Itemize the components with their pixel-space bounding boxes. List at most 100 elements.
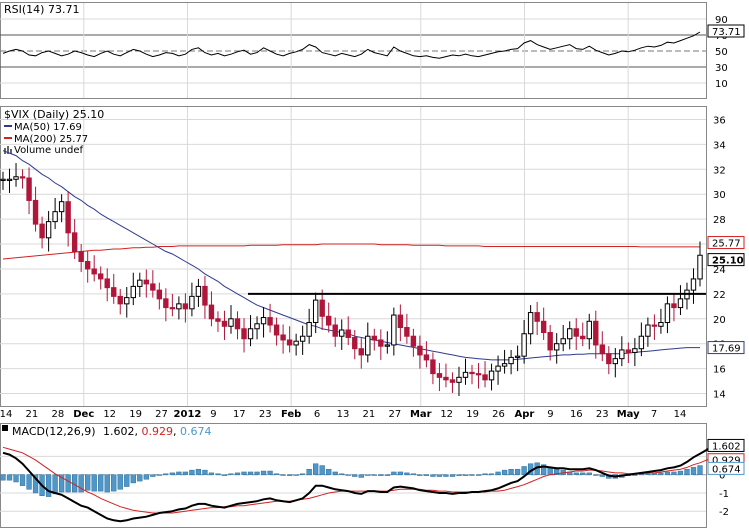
- x-axis-label: 7: [651, 409, 657, 420]
- x-axis-label: 14: [674, 409, 687, 420]
- x-axis-label: 12: [440, 409, 453, 420]
- candle-body: [228, 318, 234, 327]
- macd-histogram-bar: [45, 474, 52, 497]
- macd-histogram-bar: [169, 472, 176, 475]
- candle-body: [286, 339, 293, 346]
- rsi-tick-label: 50: [715, 47, 728, 58]
- candle-body: [319, 299, 325, 317]
- candle-body: [664, 303, 671, 324]
- candle-body: [417, 345, 423, 356]
- candle-body: [677, 298, 684, 309]
- macd-histogram-bar: [91, 474, 97, 492]
- candle-body: [326, 315, 332, 326]
- candle-body: [553, 343, 560, 351]
- macd-histogram-bar: [241, 471, 247, 475]
- price-panel-frame: [0, 106, 707, 407]
- macd-histogram-bar: [371, 474, 377, 476]
- rsi-value-badge: 73.71: [707, 24, 745, 38]
- candle-body: [658, 322, 664, 327]
- candle-body: [306, 322, 312, 337]
- candle-body: [365, 335, 371, 356]
- macd-histogram-bar: [671, 471, 677, 475]
- macd-histogram-bar: [365, 474, 371, 476]
- candle-body: [78, 251, 84, 262]
- rsi-badge-box: [707, 24, 745, 38]
- macd-histogram-bar: [586, 472, 592, 475]
- ma200-badge-box: [707, 236, 745, 250]
- x-axis-label: 9: [547, 409, 553, 420]
- macd-tick-label: 0: [719, 471, 725, 482]
- candle-body: [124, 297, 130, 305]
- candle-body: [98, 273, 104, 280]
- candle-body: [547, 331, 553, 351]
- candle-body: [378, 339, 384, 347]
- x-axis-label: Dec: [73, 409, 94, 420]
- candle-body: [19, 176, 26, 179]
- candle-body: [488, 370, 495, 381]
- macd-histogram-bar: [293, 474, 299, 476]
- macd-histogram-bar: [580, 472, 586, 475]
- macd-badge-box: [707, 438, 745, 452]
- candle-body: [352, 336, 358, 350]
- macd-histogram-bar: [541, 464, 547, 475]
- rsi-tick-label: 10: [715, 79, 728, 90]
- macd-histogram-bar: [514, 468, 521, 475]
- macd-histogram-bar: [417, 474, 423, 476]
- macd-histogram-bar: [404, 472, 410, 475]
- rsi-tick-label: 90: [715, 15, 728, 26]
- macd-histogram-bar: [508, 468, 514, 475]
- candle-body: [671, 303, 677, 309]
- macd-histogram-bar: [208, 472, 215, 475]
- candle-body: [208, 304, 215, 320]
- candle-body: [71, 232, 78, 253]
- macd-histogram-bar: [65, 474, 71, 493]
- candle-body: [32, 199, 39, 225]
- candle-body: [339, 329, 345, 337]
- candle-body: [273, 324, 280, 336]
- price-tick-label: 36: [713, 115, 726, 126]
- candle-body: [527, 312, 534, 335]
- candle-body: [52, 211, 58, 223]
- hist-badge-box: [707, 461, 745, 475]
- price-tick-label: 24: [713, 265, 726, 276]
- candlestick-series: [0, 163, 703, 397]
- macd-histogram-bar: [306, 468, 312, 475]
- price-tick-label: 28: [713, 215, 726, 226]
- macd-histogram-bar: [189, 469, 195, 475]
- rsi-label: RSI(14) 73.71: [4, 3, 79, 16]
- candle-body: [449, 379, 456, 383]
- macd-histogram-bar: [104, 474, 110, 493]
- macd-histogram-bar: [58, 474, 65, 493]
- candle-body: [632, 348, 638, 353]
- macd-histogram-bar: [6, 474, 13, 481]
- volume-bar-2: [7, 146, 9, 154]
- macd-line: [2, 444, 714, 523]
- macd-histogram-bar: [124, 474, 130, 487]
- x-axis-label: 16: [570, 409, 583, 420]
- x-axis-label: 9: [210, 409, 216, 420]
- candle-body: [586, 320, 592, 340]
- x-axis-label: 2012: [174, 409, 202, 420]
- macd-histogram-bar: [52, 474, 58, 495]
- macd-histogram-bar: [32, 474, 39, 494]
- candle-body: [293, 340, 299, 346]
- macd-histogram-bar: [202, 469, 208, 475]
- macd-histogram-bar: [436, 474, 443, 477]
- macd-tick-label: -2: [719, 507, 729, 518]
- macd-histogram-bar: [98, 474, 104, 492]
- macd-histogram-bar: [332, 471, 338, 475]
- candle-body: [521, 333, 527, 357]
- volume-legend: Volume undef: [14, 145, 84, 156]
- macd-badge: 1.602: [707, 438, 745, 452]
- candle-body: [182, 303, 189, 310]
- candle-body: [143, 279, 150, 285]
- macd-histogram-bar: [488, 473, 495, 475]
- candle-body: [404, 327, 410, 337]
- macd-tick-label: -1: [719, 489, 729, 500]
- ma200-legend: MA(200) 25.77: [14, 134, 88, 145]
- candle-body: [345, 329, 351, 338]
- candle-body: [567, 328, 573, 340]
- macd-histogram-bar: [19, 474, 26, 486]
- candle-body: [202, 285, 208, 306]
